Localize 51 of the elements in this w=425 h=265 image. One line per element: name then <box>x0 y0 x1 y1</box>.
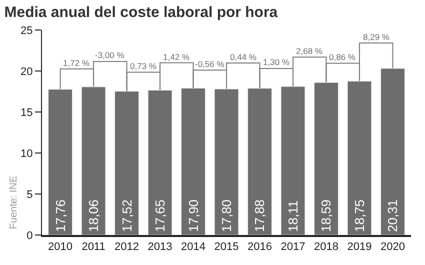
annotation: 0,73 % <box>130 61 157 71</box>
bar <box>347 81 372 235</box>
x-tick-label: 2010 <box>48 240 73 253</box>
bar <box>48 89 72 235</box>
x-tick-label: 2014 <box>181 240 206 253</box>
y-tick-label: 15 <box>20 106 33 119</box>
annotation: 0,86 % <box>329 52 356 62</box>
data-label: 17,65 <box>152 199 168 232</box>
data-label: 17,52 <box>119 199 134 232</box>
data-label: 17,90 <box>186 199 201 232</box>
y-tick-label: 25 <box>20 24 33 37</box>
x-tick-label: 2017 <box>280 240 306 253</box>
data-label: 17,80 <box>219 199 234 232</box>
chart-title: Media anual del coste laboral por hora <box>4 4 278 22</box>
annotation: -0,56 % <box>195 59 225 69</box>
source-note: Fuente: INE <box>8 176 20 230</box>
annotation: 1,42 % <box>163 52 190 62</box>
y-tick-label: 0 <box>26 230 33 242</box>
bar <box>280 86 306 235</box>
annotation: 1,72 % <box>63 58 90 68</box>
annotation: 2,68 % <box>296 46 323 56</box>
bar <box>248 88 272 235</box>
data-label: 18,06 <box>86 199 102 232</box>
bar <box>314 82 338 235</box>
annotation: 0,44 % <box>230 52 257 62</box>
x-tick-label: 2016 <box>248 240 272 253</box>
data-label: 18,75 <box>352 199 367 232</box>
x-tick-label: 2020 <box>380 240 405 253</box>
y-tick-label: 10 <box>20 148 33 160</box>
x-tick-label: 2012 <box>114 240 140 253</box>
data-label: 20,31 <box>385 199 400 232</box>
bar <box>148 90 172 235</box>
annotation: -3,00 % <box>95 50 125 60</box>
y-tick-label: 5 <box>26 188 33 201</box>
data-label: 18,59 <box>318 199 334 232</box>
x-tick-label: 2013 <box>148 240 172 253</box>
bar <box>114 91 139 235</box>
annotation: 1,30 % <box>263 57 290 67</box>
bar <box>214 88 239 235</box>
bar <box>81 86 106 235</box>
data-label: 18,11 <box>285 200 300 232</box>
x-tick-label: 2015 <box>214 240 239 253</box>
x-tick-label: 2011 <box>82 240 106 253</box>
data-label: 17,88 <box>252 199 268 232</box>
x-tick-label: 2018 <box>314 240 338 253</box>
bar <box>181 88 206 235</box>
y-tick-label: 20 <box>20 66 33 78</box>
annotation: 8,29 % <box>363 32 390 42</box>
bar <box>380 68 405 235</box>
x-tick-label: 2019 <box>347 240 372 253</box>
data-label: 17,76 <box>52 199 68 232</box>
